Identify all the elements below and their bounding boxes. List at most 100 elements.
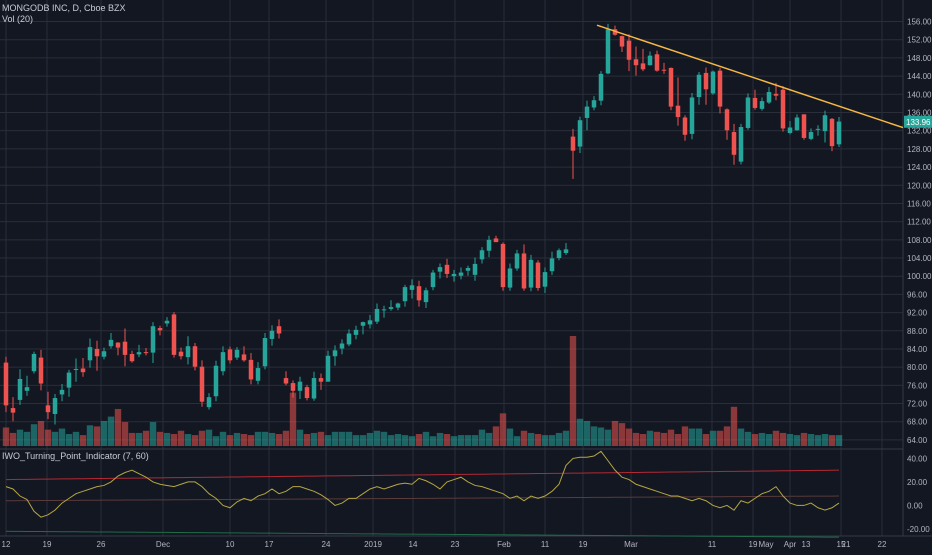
candle-body [472, 263, 478, 275]
candle [157, 325, 163, 336]
candle [514, 249, 520, 271]
candle-body [234, 349, 240, 358]
volume-bar [394, 434, 402, 446]
candle-body [262, 338, 268, 367]
volume-bar [226, 435, 234, 446]
candle [780, 86, 786, 132]
candle-body [38, 357, 44, 384]
volume-bar [177, 430, 185, 446]
indicator-lower-band [5, 530, 840, 538]
candle-body [353, 329, 359, 335]
symbol-title[interactable]: MONGODB INC, D, Cboe BZX [2, 3, 126, 13]
candle [451, 269, 457, 282]
candle-body [500, 243, 506, 288]
candle [696, 72, 702, 105]
volume-bar [457, 435, 465, 446]
candle-body [745, 97, 751, 128]
volume-bar [786, 434, 794, 446]
volume-bar [30, 424, 38, 446]
volume-bar [625, 428, 633, 446]
candle [647, 51, 653, 66]
volume-bar [604, 429, 612, 446]
volume-bar [128, 432, 136, 446]
volume-bar [23, 431, 31, 446]
volume-bar [86, 425, 94, 446]
candle-body [801, 114, 807, 138]
volume-bar [681, 426, 689, 446]
candle-body [591, 100, 597, 108]
candle-body [465, 268, 471, 271]
price-tick-label: 120.00 [907, 181, 932, 190]
volume-bar [100, 420, 108, 446]
candle [206, 393, 212, 410]
price-tick-label: 144.00 [907, 72, 932, 81]
candle [801, 114, 807, 140]
candle [59, 383, 65, 402]
candle-body [815, 128, 821, 130]
time-tick-label: 10 [226, 540, 235, 549]
volume-bar [436, 432, 444, 446]
volume-bar [107, 416, 115, 446]
price-tick-label: 152.00 [907, 36, 932, 45]
candle-body [787, 127, 793, 133]
volume-legend[interactable]: Vol (20) [2, 14, 34, 24]
time-tick-label: Mar [624, 540, 638, 549]
volume-bar [695, 428, 703, 446]
candle [304, 384, 310, 401]
candle-body [619, 36, 625, 47]
volume-bar [499, 413, 507, 446]
volume-bar [464, 435, 472, 446]
candle [822, 110, 828, 143]
candle-body [220, 352, 226, 372]
candle-body [808, 132, 814, 139]
candle-body [822, 115, 828, 132]
volume-bar [345, 431, 353, 446]
volume-bar [807, 434, 815, 446]
candle-body [612, 29, 618, 35]
trend-line[interactable] [596, 24, 904, 129]
volume-bar [44, 429, 52, 446]
candle-body [766, 92, 772, 103]
volume-bar [359, 435, 367, 446]
candle-body [486, 239, 492, 251]
candle [815, 125, 821, 136]
indicator-legend[interactable]: IWO_Turning_Point_Indicator (7, 60) [2, 451, 149, 461]
volume-bar [191, 435, 199, 446]
time-tick-label: 14 [409, 540, 418, 549]
candle-body [318, 378, 324, 382]
candle [472, 257, 478, 281]
candle-body [395, 303, 401, 308]
candle [94, 340, 100, 371]
candle-body [17, 378, 23, 400]
volume-bar [569, 336, 577, 446]
candle [535, 260, 541, 291]
candle-body [493, 238, 499, 243]
volume-bar [527, 432, 535, 446]
volume-bar [51, 431, 59, 446]
volume-bar [765, 434, 773, 446]
candle [38, 349, 44, 391]
candle [479, 247, 485, 264]
candle-body [437, 267, 443, 272]
candle [521, 244, 527, 291]
candle [269, 325, 275, 346]
candle [108, 333, 114, 349]
candle-body [381, 309, 387, 311]
volume-bar [233, 432, 241, 446]
candle-body [269, 330, 275, 339]
volume-bar [828, 435, 836, 446]
candle-body [150, 326, 156, 353]
time-tick-label: May [758, 540, 773, 549]
candle [682, 115, 688, 141]
candle-body [31, 353, 37, 372]
price-tick-label: 124.00 [907, 163, 932, 172]
candle [808, 128, 814, 141]
candle-body [24, 387, 30, 391]
candle-body [654, 54, 660, 71]
volume-bar [443, 434, 451, 446]
candle [605, 23, 611, 75]
candle-body [682, 117, 688, 135]
candle [619, 35, 625, 53]
candle [325, 350, 331, 382]
